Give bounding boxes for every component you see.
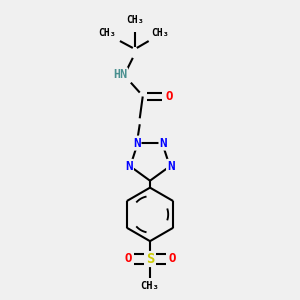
Text: CH₃: CH₃: [152, 28, 170, 38]
Text: O: O: [124, 253, 132, 266]
Text: S: S: [146, 252, 154, 266]
Text: CH₃: CH₃: [126, 15, 144, 25]
Text: O: O: [166, 90, 173, 103]
Text: N: N: [133, 136, 140, 150]
Text: HN: HN: [113, 68, 127, 81]
Text: O: O: [168, 253, 176, 266]
Text: CH₃: CH₃: [141, 281, 159, 291]
Text: N: N: [167, 160, 175, 173]
Text: N: N: [160, 136, 167, 150]
Text: N: N: [125, 160, 133, 173]
Text: CH₃: CH₃: [98, 28, 116, 38]
